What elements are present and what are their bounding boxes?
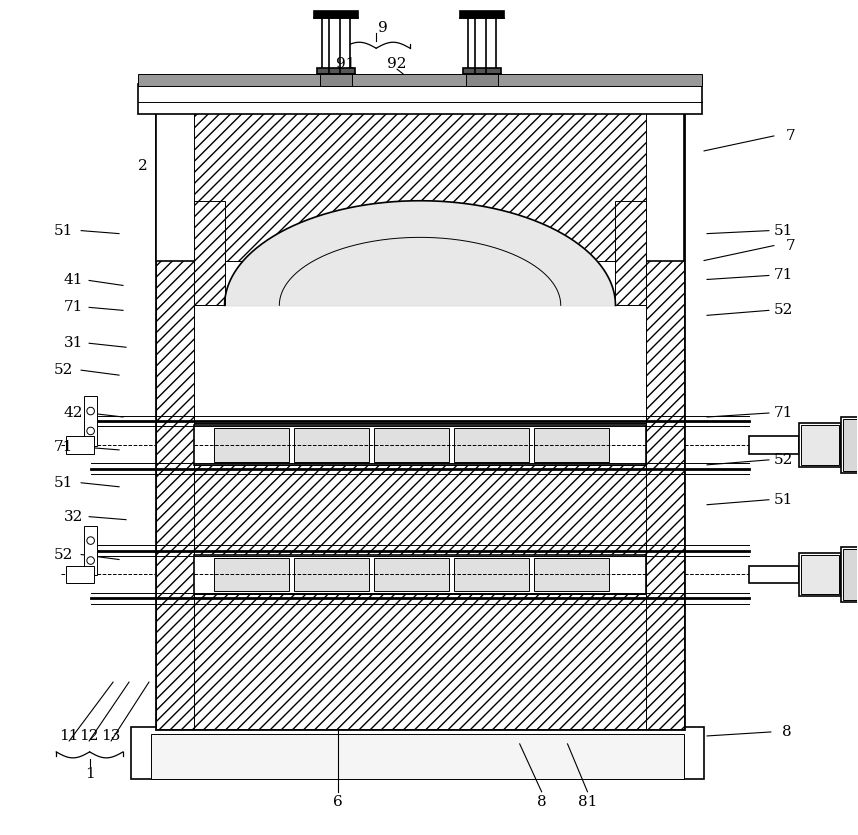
Bar xyxy=(646,96,684,729)
Bar xyxy=(801,425,838,465)
Bar xyxy=(156,96,194,729)
Circle shape xyxy=(87,557,94,564)
Bar xyxy=(462,68,501,74)
Bar xyxy=(460,12,504,18)
Bar xyxy=(799,423,841,467)
Bar xyxy=(454,558,529,591)
Text: 12: 12 xyxy=(80,729,99,743)
Bar xyxy=(799,553,841,596)
Circle shape xyxy=(87,428,94,435)
Bar xyxy=(843,549,858,600)
Bar xyxy=(138,84,702,114)
Text: 81: 81 xyxy=(577,795,597,809)
Text: 9: 9 xyxy=(378,22,388,35)
Bar xyxy=(194,96,646,261)
Bar xyxy=(156,96,684,261)
Text: 51: 51 xyxy=(53,476,73,490)
Bar xyxy=(194,306,646,423)
Text: 2: 2 xyxy=(138,159,148,173)
Bar xyxy=(138,74,702,86)
Text: 13: 13 xyxy=(101,729,121,743)
Bar xyxy=(66,565,94,584)
Bar xyxy=(131,727,704,779)
Bar xyxy=(801,554,838,595)
Bar xyxy=(194,200,225,306)
Text: 7: 7 xyxy=(786,239,795,252)
Text: 52: 52 xyxy=(774,303,794,317)
Bar xyxy=(66,436,94,454)
Bar xyxy=(156,96,684,729)
Bar xyxy=(374,558,449,591)
Bar xyxy=(374,428,449,462)
Bar xyxy=(84,526,97,575)
Text: 8: 8 xyxy=(537,795,547,809)
Bar xyxy=(194,554,646,595)
Bar xyxy=(320,72,353,86)
Text: 42: 42 xyxy=(63,406,83,420)
Text: 8: 8 xyxy=(782,725,792,739)
Bar xyxy=(749,436,799,454)
Circle shape xyxy=(87,537,94,544)
Bar xyxy=(214,558,289,591)
Text: 51: 51 xyxy=(53,224,73,238)
Bar xyxy=(841,547,858,602)
Bar xyxy=(317,68,355,74)
Text: 31: 31 xyxy=(63,337,83,350)
Text: 6: 6 xyxy=(334,795,343,809)
Bar xyxy=(151,734,684,779)
Text: 71: 71 xyxy=(53,440,73,454)
Bar xyxy=(615,200,646,306)
Text: 52: 52 xyxy=(53,548,73,562)
Bar xyxy=(466,72,498,86)
Text: 71: 71 xyxy=(774,269,794,282)
Text: 51: 51 xyxy=(774,493,794,507)
Text: 51: 51 xyxy=(774,224,794,238)
Bar xyxy=(323,13,350,74)
Bar xyxy=(314,12,359,18)
Bar xyxy=(194,465,646,554)
Bar xyxy=(84,396,97,446)
Bar xyxy=(293,428,369,462)
Text: 32: 32 xyxy=(63,509,83,524)
Text: 92: 92 xyxy=(387,57,407,71)
Bar xyxy=(468,13,496,74)
Text: 52: 52 xyxy=(774,453,794,467)
Bar xyxy=(749,565,799,584)
Text: 91: 91 xyxy=(335,57,355,71)
Text: 1: 1 xyxy=(85,767,94,781)
Bar xyxy=(194,595,646,729)
Text: 71: 71 xyxy=(63,301,83,314)
Bar xyxy=(194,425,646,465)
Text: 52: 52 xyxy=(53,363,73,377)
Bar xyxy=(534,428,609,462)
Text: 11: 11 xyxy=(59,729,79,743)
Bar xyxy=(841,417,858,473)
Text: 7: 7 xyxy=(786,129,795,143)
Circle shape xyxy=(87,407,94,415)
Bar xyxy=(454,428,529,462)
Text: 41: 41 xyxy=(63,273,83,287)
Text: 71: 71 xyxy=(774,406,794,420)
Bar xyxy=(843,419,858,471)
Bar xyxy=(534,558,609,591)
Bar xyxy=(293,558,369,591)
Bar xyxy=(214,428,289,462)
